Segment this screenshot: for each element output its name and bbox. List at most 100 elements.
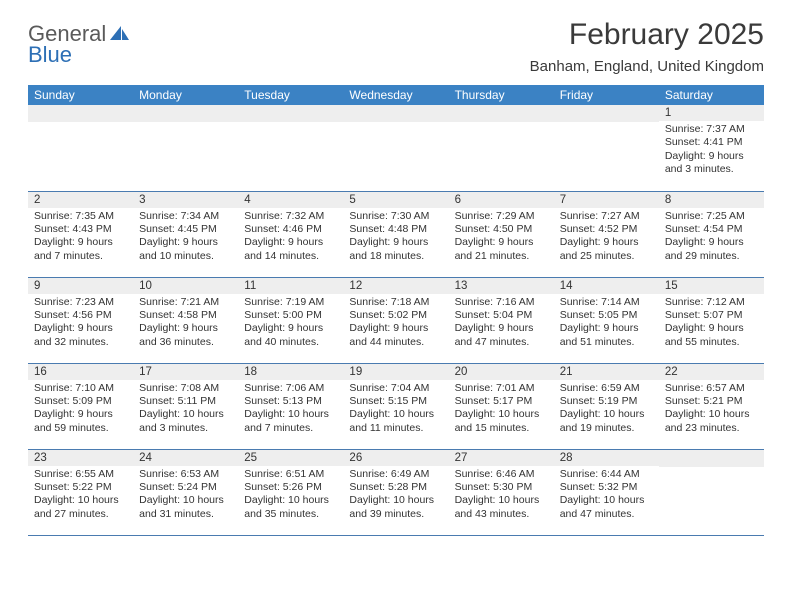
daylight-text: Daylight: 10 hours and 35 minutes. (244, 494, 337, 521)
day-cell (659, 449, 764, 535)
calendar-page: General Blue February 2025 Banham, Engla… (0, 0, 792, 556)
day-details: Sunrise: 7:16 AMSunset: 5:04 PMDaylight:… (449, 294, 554, 354)
day-number: 24 (133, 450, 238, 466)
day-details: Sunrise: 7:29 AMSunset: 4:50 PMDaylight:… (449, 208, 554, 268)
day-number: 28 (554, 450, 659, 466)
sunrise-text: Sunrise: 7:21 AM (139, 296, 232, 309)
day-details: Sunrise: 6:51 AMSunset: 5:26 PMDaylight:… (238, 466, 343, 526)
day-details: Sunrise: 7:32 AMSunset: 4:46 PMDaylight:… (238, 208, 343, 268)
daylight-text: Daylight: 9 hours and 44 minutes. (349, 322, 442, 349)
sunset-text: Sunset: 5:24 PM (139, 481, 232, 494)
day-number: 1 (659, 105, 764, 121)
daylight-text: Daylight: 9 hours and 10 minutes. (139, 236, 232, 263)
day-number: 2 (28, 192, 133, 208)
daylight-text: Daylight: 9 hours and 47 minutes. (455, 322, 548, 349)
day-cell: 19Sunrise: 7:04 AMSunset: 5:15 PMDayligh… (343, 363, 448, 449)
month-title: February 2025 (530, 18, 764, 52)
daylight-text: Daylight: 10 hours and 11 minutes. (349, 408, 442, 435)
day-header: Friday (554, 85, 659, 105)
sunset-text: Sunset: 4:43 PM (34, 223, 127, 236)
day-number: 17 (133, 364, 238, 380)
sunrise-text: Sunrise: 6:55 AM (34, 468, 127, 481)
day-number: 25 (238, 450, 343, 466)
day-cell: 23Sunrise: 6:55 AMSunset: 5:22 PMDayligh… (28, 449, 133, 535)
sunset-text: Sunset: 4:50 PM (455, 223, 548, 236)
day-header: Tuesday (238, 85, 343, 105)
day-number: 9 (28, 278, 133, 294)
day-header: Thursday (449, 85, 554, 105)
day-details: Sunrise: 7:35 AMSunset: 4:43 PMDaylight:… (28, 208, 133, 268)
header: General Blue February 2025 Banham, Engla… (28, 18, 764, 75)
sunrise-text: Sunrise: 7:14 AM (560, 296, 653, 309)
day-cell (238, 105, 343, 191)
day-details: Sunrise: 6:59 AMSunset: 5:19 PMDaylight:… (554, 380, 659, 440)
daylight-text: Daylight: 9 hours and 32 minutes. (34, 322, 127, 349)
day-details: Sunrise: 7:10 AMSunset: 5:09 PMDaylight:… (28, 380, 133, 440)
day-cell: 9Sunrise: 7:23 AMSunset: 4:56 PMDaylight… (28, 277, 133, 363)
day-details: Sunrise: 6:53 AMSunset: 5:24 PMDaylight:… (133, 466, 238, 526)
sunset-text: Sunset: 4:54 PM (665, 223, 758, 236)
day-details: Sunrise: 7:19 AMSunset: 5:00 PMDaylight:… (238, 294, 343, 354)
title-block: February 2025 Banham, England, United Ki… (530, 18, 764, 75)
day-cell: 22Sunrise: 6:57 AMSunset: 5:21 PMDayligh… (659, 363, 764, 449)
sunrise-text: Sunrise: 7:19 AM (244, 296, 337, 309)
day-cell: 13Sunrise: 7:16 AMSunset: 5:04 PMDayligh… (449, 277, 554, 363)
day-number: 15 (659, 278, 764, 294)
day-details: Sunrise: 7:08 AMSunset: 5:11 PMDaylight:… (133, 380, 238, 440)
daylight-text: Daylight: 9 hours and 25 minutes. (560, 236, 653, 263)
day-number: 12 (343, 278, 448, 294)
day-cell (28, 105, 133, 191)
sunrise-text: Sunrise: 7:23 AM (34, 296, 127, 309)
day-details: Sunrise: 6:46 AMSunset: 5:30 PMDaylight:… (449, 466, 554, 526)
day-details: Sunrise: 7:06 AMSunset: 5:13 PMDaylight:… (238, 380, 343, 440)
sunset-text: Sunset: 5:15 PM (349, 395, 442, 408)
sunrise-text: Sunrise: 7:30 AM (349, 210, 442, 223)
sunrise-text: Sunrise: 6:51 AM (244, 468, 337, 481)
day-details: Sunrise: 7:01 AMSunset: 5:17 PMDaylight:… (449, 380, 554, 440)
sunrise-text: Sunrise: 7:10 AM (34, 382, 127, 395)
sunrise-text: Sunrise: 6:53 AM (139, 468, 232, 481)
day-cell: 11Sunrise: 7:19 AMSunset: 5:00 PMDayligh… (238, 277, 343, 363)
sunset-text: Sunset: 5:00 PM (244, 309, 337, 322)
day-header: Wednesday (343, 85, 448, 105)
day-number: 8 (659, 192, 764, 208)
sunset-text: Sunset: 4:46 PM (244, 223, 337, 236)
day-cell: 14Sunrise: 7:14 AMSunset: 5:05 PMDayligh… (554, 277, 659, 363)
calendar-table: SundayMondayTuesdayWednesdayThursdayFrid… (28, 85, 764, 536)
day-cell (449, 105, 554, 191)
calendar-header-row: SundayMondayTuesdayWednesdayThursdayFrid… (28, 85, 764, 105)
daylight-text: Daylight: 9 hours and 21 minutes. (455, 236, 548, 263)
daylight-text: Daylight: 10 hours and 43 minutes. (455, 494, 548, 521)
day-cell: 4Sunrise: 7:32 AMSunset: 4:46 PMDaylight… (238, 191, 343, 277)
day-cell: 5Sunrise: 7:30 AMSunset: 4:48 PMDaylight… (343, 191, 448, 277)
day-cell: 25Sunrise: 6:51 AMSunset: 5:26 PMDayligh… (238, 449, 343, 535)
day-number: 5 (343, 192, 448, 208)
day-cell: 10Sunrise: 7:21 AMSunset: 4:58 PMDayligh… (133, 277, 238, 363)
day-cell: 28Sunrise: 6:44 AMSunset: 5:32 PMDayligh… (554, 449, 659, 535)
daylight-text: Daylight: 10 hours and 15 minutes. (455, 408, 548, 435)
daylight-text: Daylight: 10 hours and 23 minutes. (665, 408, 758, 435)
day-cell: 18Sunrise: 7:06 AMSunset: 5:13 PMDayligh… (238, 363, 343, 449)
daylight-text: Daylight: 9 hours and 7 minutes. (34, 236, 127, 263)
sunrise-text: Sunrise: 7:18 AM (349, 296, 442, 309)
sunrise-text: Sunrise: 7:01 AM (455, 382, 548, 395)
day-cell: 16Sunrise: 7:10 AMSunset: 5:09 PMDayligh… (28, 363, 133, 449)
day-details: Sunrise: 7:34 AMSunset: 4:45 PMDaylight:… (133, 208, 238, 268)
day-details: Sunrise: 6:57 AMSunset: 5:21 PMDaylight:… (659, 380, 764, 440)
sunset-text: Sunset: 4:48 PM (349, 223, 442, 236)
daylight-text: Daylight: 10 hours and 47 minutes. (560, 494, 653, 521)
sail-icon (109, 25, 131, 43)
day-header: Saturday (659, 85, 764, 105)
day-header: Monday (133, 85, 238, 105)
day-details: Sunrise: 6:49 AMSunset: 5:28 PMDaylight:… (343, 466, 448, 526)
day-number: 16 (28, 364, 133, 380)
sunset-text: Sunset: 5:13 PM (244, 395, 337, 408)
day-details: Sunrise: 7:21 AMSunset: 4:58 PMDaylight:… (133, 294, 238, 354)
brand-logo: General Blue (28, 24, 131, 66)
sunset-text: Sunset: 5:30 PM (455, 481, 548, 494)
day-cell: 8Sunrise: 7:25 AMSunset: 4:54 PMDaylight… (659, 191, 764, 277)
day-cell (343, 105, 448, 191)
sunrise-text: Sunrise: 7:37 AM (665, 123, 758, 136)
day-details: Sunrise: 6:55 AMSunset: 5:22 PMDaylight:… (28, 466, 133, 526)
brand-word-2: Blue (28, 45, 131, 66)
